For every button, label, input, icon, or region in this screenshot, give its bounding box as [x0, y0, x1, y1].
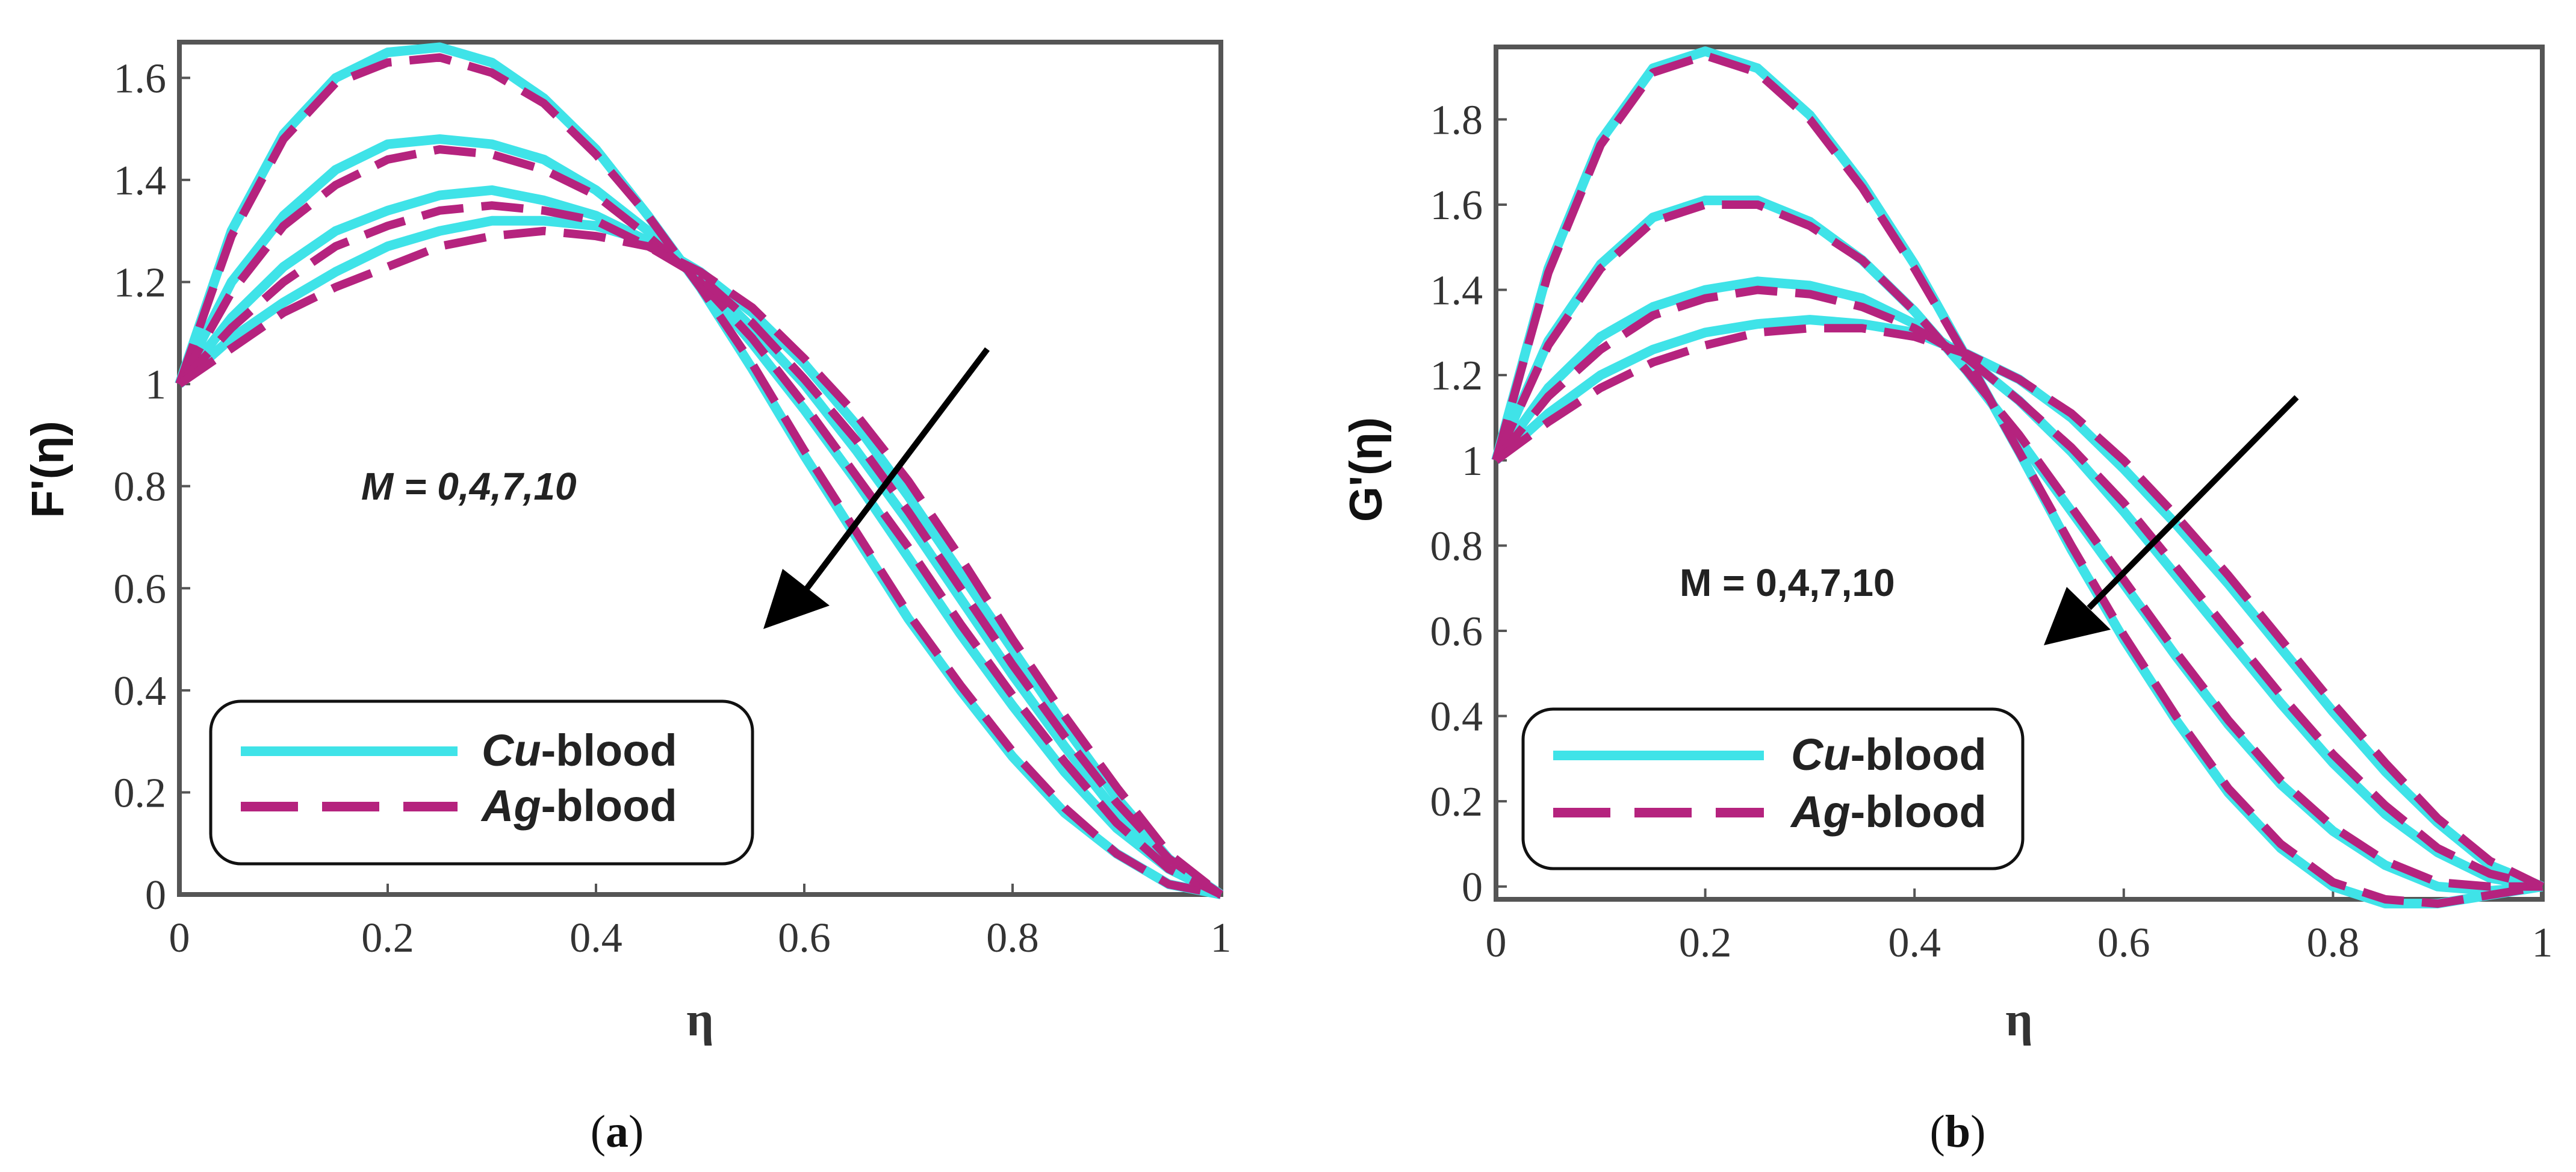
y-axis-title-a: F'(η): [22, 421, 73, 518]
x-tick-label: 0: [169, 915, 190, 961]
y-tick-label: 1.6: [114, 55, 167, 102]
y-tick-label: 0: [1462, 864, 1483, 911]
legend-a: Cu-blood Ag-blood: [209, 699, 754, 866]
legend-box-b: [1521, 707, 2025, 870]
x-tick-label: 0.8: [2307, 920, 2360, 966]
y-tick-label: 0.4: [114, 668, 167, 715]
x-tick-label: 0.4: [570, 915, 622, 961]
y-tick-label: 0.6: [114, 566, 167, 612]
annotation-a: M = 0,4,7,10: [361, 465, 577, 508]
y-axis-ticks-b: 0 0.2 0.4 0.6 0.8 1 1.2 1.4 1.6 1.8: [1430, 97, 1507, 911]
y-tick-label: 1.2: [114, 260, 167, 306]
series-line-ag-blood-m4: [1492, 200, 2542, 891]
x-axis-title-b: η: [2005, 993, 2032, 1046]
x-tick-label: 0.4: [1888, 920, 1941, 966]
y-tick-label: 1.4: [114, 158, 167, 204]
y-tick-label: 0.8: [1430, 523, 1483, 569]
plot-frame-a: [177, 40, 1223, 897]
x-tick-label: 1: [1211, 915, 1232, 961]
series-group-b: [1491, 46, 2545, 909]
series-line-ag-blood-m7: [176, 201, 1223, 898]
y-tick-label: 0.4: [1430, 694, 1483, 740]
y-tick-label: 0.6: [1430, 609, 1483, 655]
caption-b: (b): [1930, 1106, 1986, 1157]
series-line-ag-blood-m10: [177, 226, 1224, 898]
arrow-b: [2044, 395, 2299, 645]
annotation-b: M = 0,4,7,10: [1680, 561, 1895, 604]
y-tick-label: 0: [145, 872, 166, 919]
series-line-ag-blood-m7: [1492, 285, 2543, 891]
y-axis-ticks-a: 0 0.2 0.4 0.6 0.8 1 1.2 1.4 1.6: [114, 55, 190, 919]
y-tick-label: 0.2: [1430, 779, 1483, 825]
x-tick-label: 0.2: [361, 915, 414, 961]
plot-frame-b: [1494, 45, 2545, 902]
arrow-a: [763, 347, 990, 629]
y-tick-label: 1.6: [1430, 182, 1483, 229]
legend-label-cu-b: Cu-blood: [1791, 730, 1987, 780]
y-tick-label: 1.8: [1430, 97, 1483, 143]
caption-a: (a): [591, 1106, 644, 1157]
legend-label-cu-a: Cu-blood: [482, 725, 677, 775]
x-axis-title-a: η: [686, 993, 713, 1046]
x-tick-label: 0: [1486, 920, 1507, 966]
x-axis-ticks-a: 0 0.2 0.4 0.6 0.8 1: [169, 884, 1232, 961]
series-line-ag-blood-m0: [1492, 51, 2543, 908]
y-tick-label: 1: [145, 362, 166, 408]
y-tick-label: 1.4: [1430, 268, 1483, 314]
x-tick-label: 0.6: [778, 915, 831, 961]
x-tick-label: 0.2: [1679, 920, 1732, 966]
series-group-a: [175, 42, 1224, 899]
panel-b: 0 0.2 0.4 0.6 0.8 1 1.2 1.4 1.6 1.8 0 0.2 0.4 0.6 0.8…: [1341, 45, 2553, 1157]
y-axis-title-b: G'(η): [1341, 417, 1392, 522]
legend-b: Cu-blood Ag-blood: [1521, 707, 2025, 870]
y-tick-label: 0.2: [114, 770, 167, 816]
legend-label-ag-a: Ag-blood: [480, 781, 677, 831]
x-tick-label: 1: [2532, 920, 2553, 966]
legend-box-a: [209, 699, 754, 866]
legend-label-ag-b: Ag-blood: [1790, 787, 1987, 837]
x-tick-label: 0.6: [2097, 920, 2150, 966]
y-tick-label: 1: [1462, 438, 1483, 485]
y-tick-label: 1.2: [1430, 353, 1483, 399]
x-tick-label: 0.8: [986, 915, 1039, 961]
panel-a: 0 0.2 0.4 0.6 0.8 1 1.2 1.4 1.6 0 0.2 0.4 0.6 0.8 1 C…: [22, 40, 1232, 1157]
y-tick-label: 0.8: [114, 464, 167, 510]
series-line-ag-blood-m10: [1493, 324, 2545, 891]
series-line-ag-blood-m4: [175, 145, 1223, 899]
